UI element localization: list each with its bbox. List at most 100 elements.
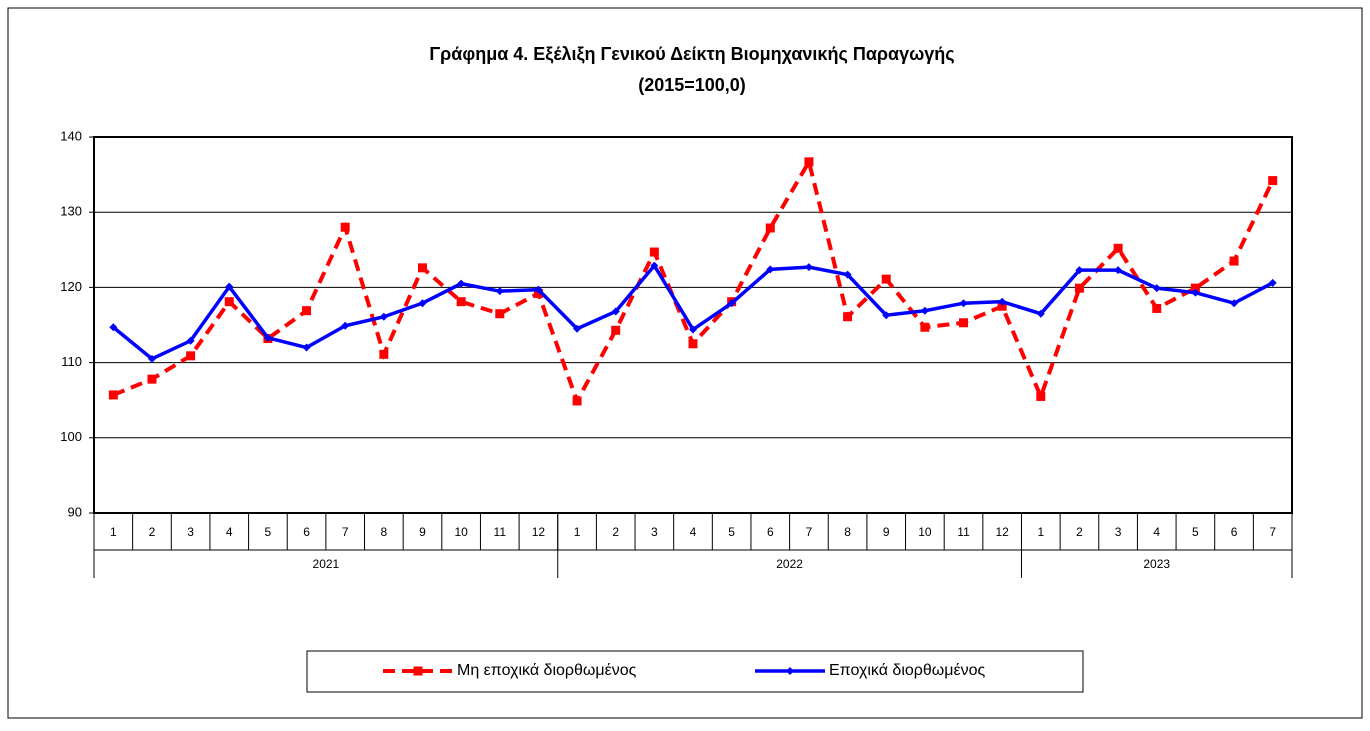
x-tick-label: 3 [187,525,194,539]
point [379,312,388,321]
y-tick-label: 140 [60,128,82,143]
x-group-label: 2021 [313,557,340,571]
y-tick-label: 130 [60,204,82,219]
x-tick-label: 7 [806,525,813,539]
point [109,323,118,332]
x-tick-label: 7 [342,525,349,539]
point [843,270,852,279]
point [882,311,891,320]
x-tick-label: 2 [149,525,156,539]
x-tick-label: 9 [883,525,890,539]
point [766,265,775,274]
point [418,299,427,308]
x-tick-label: 6 [767,525,774,539]
x-tick-label: 4 [1153,525,1160,539]
point [1191,288,1200,297]
point [1268,176,1278,186]
x-tick-label: 9 [419,525,426,539]
x-tick-label: 8 [844,525,851,539]
point [843,312,853,322]
x-tick-label: 5 [728,525,735,539]
point [1152,284,1161,293]
point [998,297,1007,306]
x-tick-label: 6 [1231,525,1238,539]
point [302,306,312,316]
point [688,339,698,349]
chart-subtitle: (2015=100,0) [638,75,746,95]
point [959,299,968,308]
point [611,325,621,335]
y-tick-label: 110 [61,354,82,369]
point [1268,278,1277,287]
x-group-label: 2023 [1143,557,1170,571]
x-tick-label: 1 [574,525,581,539]
point [456,297,466,307]
point [1036,391,1046,401]
x-tick-label: 1 [1037,525,1044,539]
x-tick-label: 2 [1076,525,1083,539]
point [147,354,156,363]
point [572,396,582,406]
point [1036,309,1045,318]
x-tick-label: 10 [454,525,468,539]
point [379,349,389,359]
x-tick-label: 7 [1269,525,1276,539]
x-tick-label: 2 [612,525,619,539]
point [1230,299,1239,308]
chart-title: Γράφημα 4. Εξέλιξη Γενικού Δείκτη Βιομηχ… [429,44,954,65]
point [1152,303,1162,313]
point [1114,266,1123,275]
point [147,374,157,384]
point [573,324,582,333]
point [881,274,891,284]
point [225,282,234,291]
point [534,285,543,294]
point [997,301,1007,311]
point [920,306,929,315]
point [263,333,272,342]
point [495,287,504,296]
point [650,261,659,270]
legend-label: Μη εποχικά διορθωμένος [457,662,637,679]
legend-marker [413,666,423,676]
point [1075,266,1084,275]
point [959,318,969,328]
x-tick-label: 3 [1115,525,1122,539]
x-tick-label: 5 [265,525,272,539]
point [727,299,736,308]
x-tick-label: 4 [690,525,697,539]
point [186,336,195,345]
x-tick-label: 11 [957,525,970,539]
x-tick-label: 4 [226,525,233,539]
point [920,322,930,332]
point [340,222,350,232]
point [457,279,466,288]
point [495,309,505,319]
point [649,247,659,257]
point [186,351,196,361]
point [341,321,350,330]
x-tick-label: 8 [380,525,387,539]
legend-box [306,650,1084,693]
point [765,223,775,233]
point [1229,256,1239,266]
x-tick-label: 5 [1192,525,1199,539]
point [804,263,813,272]
legend-marker [786,667,794,675]
point [108,390,118,400]
y-tick-label: 100 [60,429,82,444]
point [417,263,427,273]
x-tick-label: 1 [110,525,117,539]
x-tick-label: 11 [494,525,507,539]
point [611,307,620,316]
x-group-label: 2022 [776,557,803,571]
point [1074,283,1084,293]
point [804,157,814,167]
point [224,297,234,307]
point [1113,243,1123,253]
x-tick-label: 12 [995,525,1009,539]
x-tick-label: 10 [918,525,932,539]
x-tick-label: 6 [303,525,310,539]
y-tick-label: 90 [68,504,82,519]
